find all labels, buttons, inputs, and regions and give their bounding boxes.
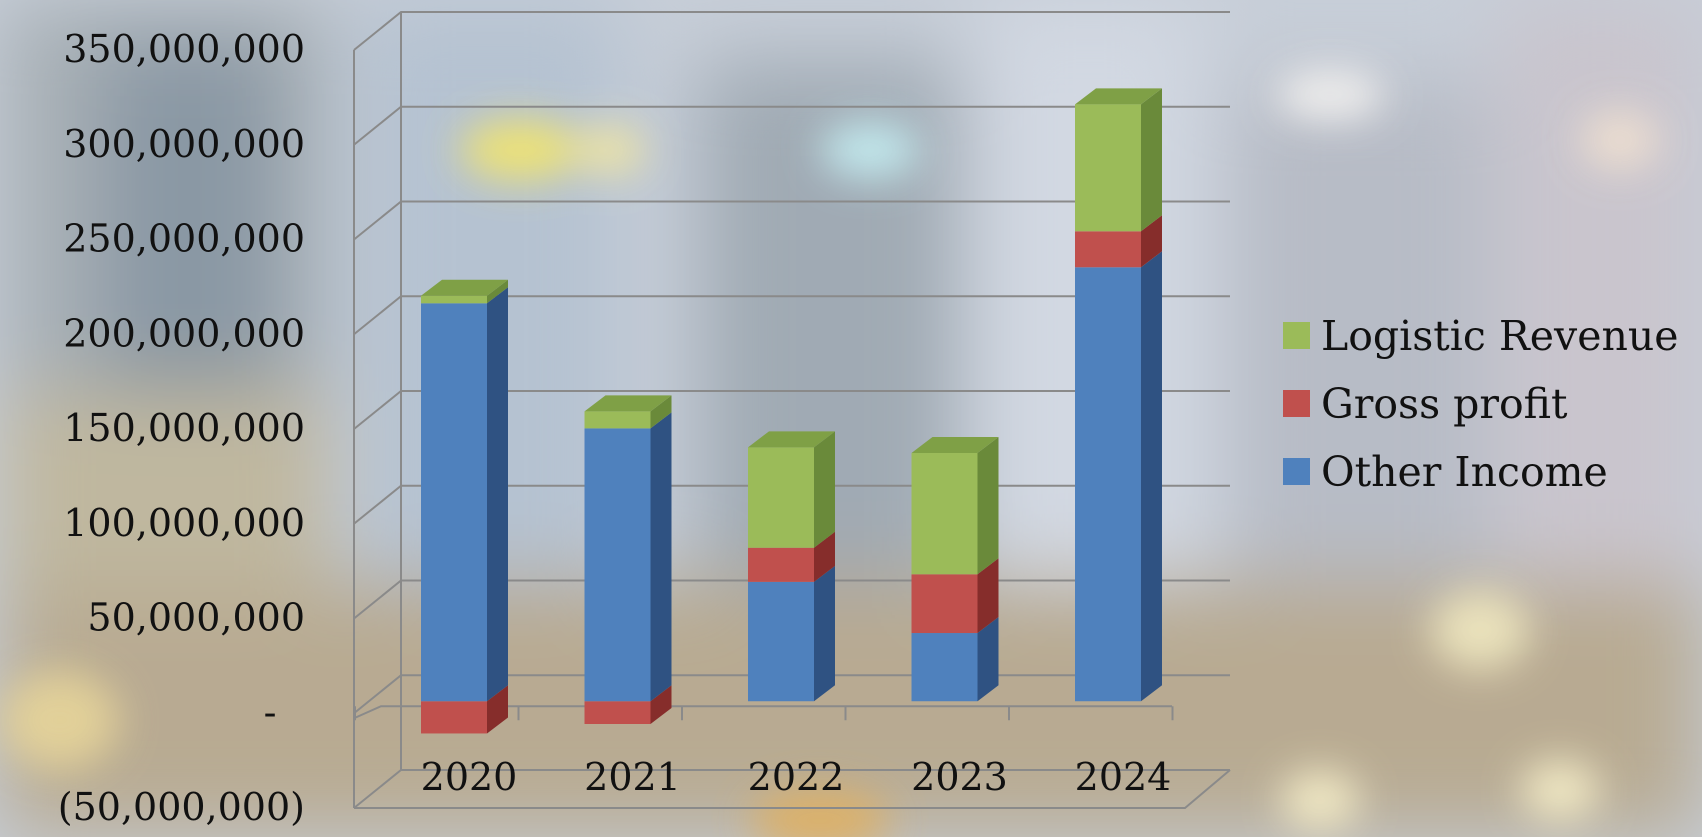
bar-side-other-income-2022	[814, 565, 835, 702]
legend-swatch-other-income	[1283, 458, 1310, 485]
legend-swatch-gross-profit	[1283, 390, 1310, 417]
bar-group-2023	[911, 437, 999, 702]
x-tick-label-2022: 2022	[748, 755, 845, 799]
bar-top-2023	[911, 437, 999, 454]
bar-side-logistic-revenue-2020	[487, 279, 508, 304]
bar-side-gross-profit-2023	[977, 558, 999, 634]
legend-label-gross-profit: Gross profit	[1321, 380, 1568, 428]
y-tick-label: (50,000,000)	[58, 785, 305, 829]
bar-top-2020	[421, 279, 508, 296]
bar-side-gross-profit-2020	[487, 685, 508, 734]
bar-other-income-2022	[748, 581, 814, 702]
y-tick-label: 300,000,000	[63, 122, 305, 166]
bar-group-2021	[584, 395, 672, 724]
bar-other-income-2021	[584, 428, 651, 702]
y-tick-label: 50,000,000	[87, 596, 305, 640]
bar-top-2022	[748, 431, 835, 448]
bar-side-logistic-revenue-2021	[650, 395, 672, 429]
legend-item-other-income: Other Income	[1283, 448, 1608, 496]
legend-label-logistic-revenue: Logistic Revenue	[1321, 312, 1679, 360]
y-axis: 350,000,000 300,000,000 250,000,000 200,000…	[58, 27, 305, 829]
bar-logistic-revenue-2021	[584, 411, 651, 429]
bar-group-2020	[421, 279, 508, 734]
bar-side-logistic-revenue-2022	[814, 431, 835, 548]
legend-item-logistic-revenue: Logistic Revenue	[1283, 312, 1679, 360]
bar-top-2021	[584, 395, 672, 412]
y-tick-label: 200,000,000	[63, 311, 305, 355]
bar-top-2024	[1075, 88, 1162, 105]
bar-side-logistic-revenue-2023	[977, 437, 999, 575]
bar-side-other-income-2023	[977, 617, 999, 702]
bar-side-gross-profit-2022	[814, 531, 835, 582]
bar-logistic-revenue-2023	[911, 453, 978, 575]
bar-side-gross-profit-2021	[650, 685, 672, 724]
bar-group-2022	[748, 431, 835, 702]
bar-side-other-income-2020	[487, 287, 508, 702]
y-tick-label: -	[264, 690, 277, 734]
bar-side-other-income-2024	[1141, 251, 1162, 702]
y-tick-label: 250,000,000	[63, 217, 305, 261]
bar-logistic-revenue-2024	[1075, 104, 1141, 232]
zero-baseline	[353, 705, 1174, 721]
bar-logistic-revenue-2020	[421, 295, 487, 304]
gridline-350-000-000	[353, 11, 1230, 51]
bar-group-2024	[1075, 88, 1162, 702]
bar-gross-profit-2023	[911, 574, 978, 634]
y-tick-label: 150,000,000	[63, 406, 305, 450]
x-tick-label-2020: 2020	[421, 755, 518, 799]
x-tick-label-2024: 2024	[1075, 755, 1172, 799]
bar-side-logistic-revenue-2024	[1141, 88, 1162, 232]
bar-other-income-2024	[1075, 267, 1141, 702]
bar-side-other-income-2021	[650, 412, 672, 702]
bar-other-income-2020	[421, 303, 487, 702]
x-axis: 2020 2021 2022 2023 2024	[421, 755, 1172, 799]
legend-item-gross-profit: Gross profit	[1283, 380, 1568, 428]
legend-swatch-logistic-revenue	[1283, 322, 1310, 349]
x-tick-label-2023: 2023	[911, 755, 1008, 799]
bar-other-income-2023	[911, 633, 978, 702]
bar-side-gross-profit-2024	[1141, 215, 1162, 268]
bar-gross-profit-2021	[584, 701, 651, 724]
bar-logistic-revenue-2022	[748, 447, 814, 548]
bar-gross-profit-2020	[421, 701, 487, 734]
category-axis-line	[353, 705, 1172, 720]
x-tick-label-2021: 2021	[584, 755, 681, 799]
bar-gross-profit-2022	[748, 547, 814, 582]
legend: Logistic Revenue Gross profit Other Income	[1283, 312, 1679, 496]
y-tick-label: 100,000,000	[63, 501, 305, 545]
legend-label-other-income: Other Income	[1321, 448, 1608, 496]
floor-edge	[354, 769, 1231, 809]
bar-series	[421, 88, 1162, 734]
y-tick-label: 350,000,000	[63, 27, 305, 71]
bar-gross-profit-2024	[1075, 231, 1141, 268]
